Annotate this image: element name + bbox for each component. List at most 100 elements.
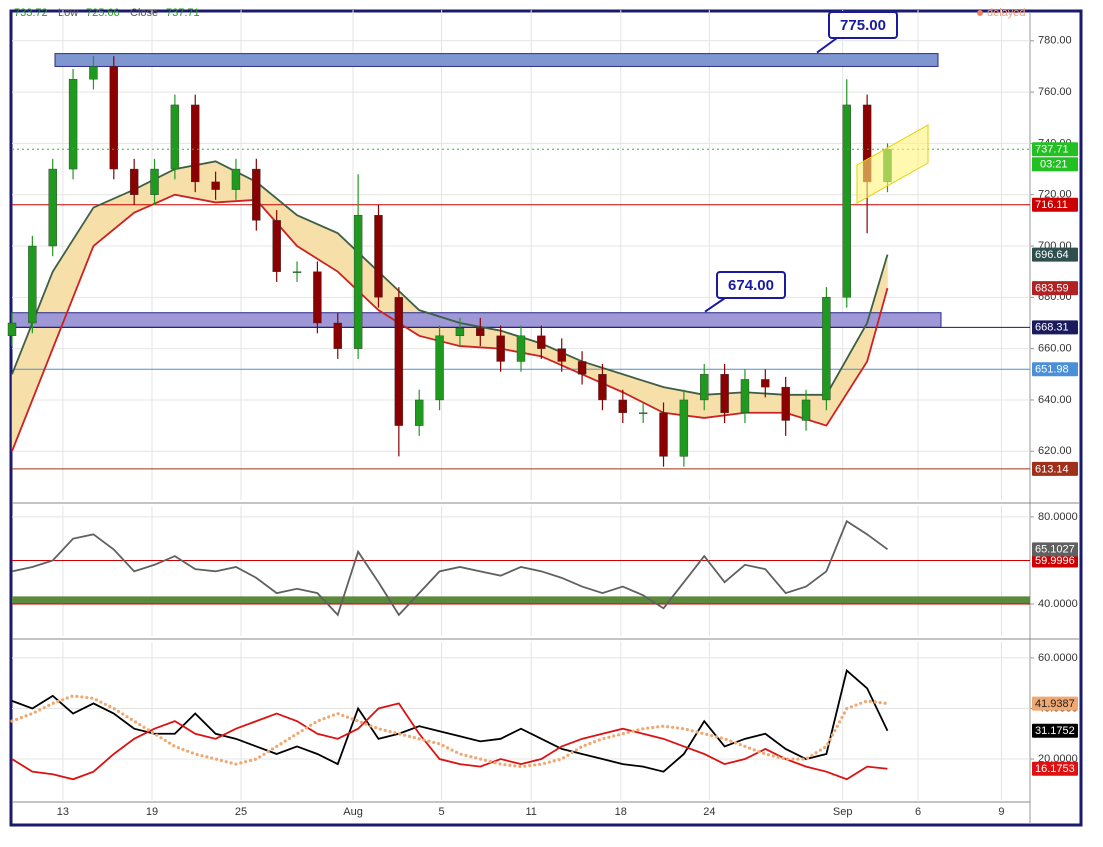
x-tick-label: 6 — [915, 806, 921, 818]
price-tag — [1032, 197, 1078, 212]
y-tick-label: 720.00 — [1038, 189, 1072, 201]
candle-body — [781, 386, 790, 421]
status-dot — [977, 10, 983, 16]
x-tick-label: 13 — [57, 806, 69, 818]
price-tag — [1032, 320, 1078, 335]
x-tick-label: Aug — [343, 806, 363, 818]
candle-body — [231, 168, 241, 190]
header-label: Low — [58, 7, 78, 19]
candle-body — [109, 66, 119, 170]
candle-body — [557, 348, 566, 362]
indicator-tag-text: 31.1752 — [1035, 725, 1075, 737]
candle-body — [659, 412, 668, 457]
candle-body — [292, 271, 302, 273]
countdown-tag — [1032, 157, 1078, 172]
price-tag-text: 696.64 — [1035, 249, 1069, 261]
y-tick-label: 80.0000 — [1038, 511, 1078, 523]
candle-body — [720, 374, 729, 413]
indicator-tag — [1032, 542, 1078, 557]
candle-body — [374, 215, 383, 298]
price-tag-text: 651.98 — [1035, 364, 1069, 376]
candle-body — [822, 297, 831, 401]
callout-box — [716, 271, 786, 299]
price-tag — [1032, 362, 1078, 377]
candle-body — [48, 168, 57, 247]
candle-body — [801, 399, 811, 421]
indicator-tag-text: 65.1027 — [1035, 544, 1075, 556]
candle-body — [415, 399, 424, 426]
callout-label: 674.00 — [728, 277, 774, 294]
candle-body — [761, 379, 770, 388]
candle-body — [28, 245, 37, 324]
x-tick-label: Sep — [833, 806, 853, 818]
callout-box — [828, 11, 898, 39]
indicator-tag-text: 41.9387 — [1035, 698, 1075, 710]
candle-body — [638, 412, 648, 414]
indicator-line — [11, 519, 889, 617]
candle-body — [252, 168, 261, 221]
candle-body — [516, 335, 526, 362]
zone — [12, 596, 1030, 604]
y-tick-label: 760.00 — [1038, 86, 1072, 98]
candle-body — [679, 399, 689, 457]
y-tick-label: 660.00 — [1038, 343, 1072, 355]
candle-body — [272, 220, 281, 272]
price-tag — [1032, 281, 1078, 296]
candle-body — [7, 322, 17, 337]
price-tag — [1032, 142, 1078, 157]
candle-body — [170, 104, 180, 170]
candle-body — [150, 168, 159, 195]
indicator-tag — [1032, 723, 1078, 738]
y-tick-label: 40.0000 — [1038, 598, 1078, 610]
candle-body — [435, 335, 444, 401]
indicator-tag-text: 59.9996 — [1035, 555, 1075, 567]
countdown: 03:21 — [1040, 159, 1068, 171]
indicator-line — [11, 668, 889, 773]
price-tag — [1032, 247, 1078, 262]
y-tick-label: 780.00 — [1038, 35, 1072, 47]
zone — [11, 312, 942, 328]
callout-pointer — [816, 37, 838, 54]
candle-body — [740, 379, 750, 413]
price-tag-text: 683.59 — [1035, 283, 1069, 295]
indicator-tag — [1032, 761, 1078, 776]
candle-body — [598, 374, 607, 401]
header-label: Close — [130, 7, 158, 19]
indicator-tag — [1032, 553, 1078, 568]
indicator-line — [11, 702, 888, 781]
candle-body — [333, 322, 342, 349]
y-tick-label: 640.00 — [1038, 394, 1072, 406]
candle-body — [455, 327, 465, 337]
candle-body — [68, 79, 78, 170]
candle-body — [191, 104, 200, 183]
candle-body — [476, 327, 485, 337]
indicator-tag-text: 16.1753 — [1035, 763, 1075, 775]
price-tag-text: 737.71 — [1035, 144, 1069, 156]
price-tag-text: 716.11 — [1035, 199, 1068, 211]
candle-body — [496, 335, 505, 362]
candle-body — [618, 399, 627, 413]
header-value: 733.72 — [14, 7, 48, 19]
x-tick-label: 25 — [235, 806, 247, 818]
x-tick-label: 19 — [146, 806, 158, 818]
candle-body — [700, 374, 709, 401]
candle-body — [313, 271, 322, 324]
candle-body — [537, 335, 546, 349]
y-tick-label: 60.0000 — [1038, 652, 1078, 664]
callout-label: 775.00 — [840, 17, 886, 34]
candle-body — [577, 361, 587, 375]
price-tag-text: 668.31 — [1035, 322, 1069, 334]
callout-pointer — [704, 297, 726, 313]
candle-body — [842, 104, 851, 298]
indicator-line — [10, 694, 890, 769]
candle-body — [89, 66, 98, 80]
x-tick-label: 24 — [703, 806, 715, 818]
candle-body — [394, 297, 404, 426]
header-value: 725.66 — [86, 7, 120, 19]
x-tick-label: 18 — [615, 806, 627, 818]
x-tick-label: 9 — [998, 806, 1004, 818]
x-tick-label: 11 — [525, 806, 536, 818]
status: delayed — [987, 7, 1026, 19]
price-channel — [856, 124, 929, 204]
